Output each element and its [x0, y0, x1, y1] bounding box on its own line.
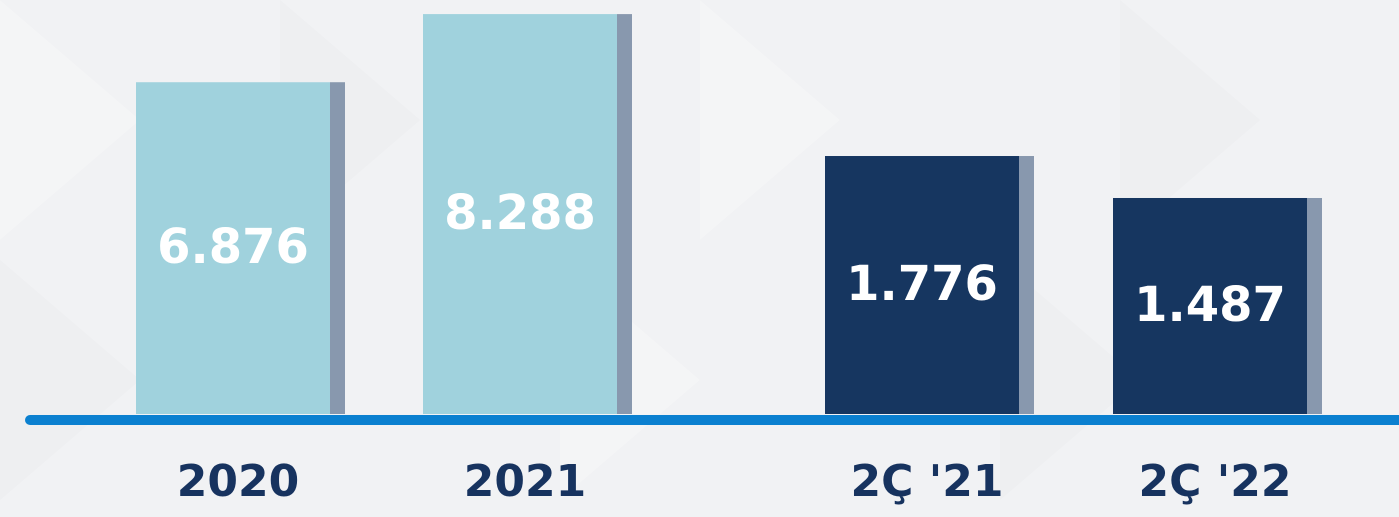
- x-tick-label: 2Ç '21: [851, 456, 1004, 507]
- value-label: 1.487: [1134, 277, 1286, 333]
- x-tick-label: 2Ç '22: [1139, 456, 1292, 507]
- x-tick-label: 2021: [464, 456, 586, 507]
- value-label: 6.876: [157, 219, 309, 275]
- bar: [1113, 197, 1307, 414]
- value-label: 8.288: [444, 185, 596, 241]
- value-label: 1.776: [846, 256, 998, 312]
- bar: [136, 82, 330, 414]
- x-tick-label: 2020: [177, 456, 299, 507]
- bar: [423, 14, 617, 415]
- bar: [825, 156, 1019, 414]
- bar-shadow: [1019, 156, 1034, 414]
- bar-shadow: [330, 82, 345, 414]
- bar-shadow: [617, 14, 632, 415]
- bars: 6.876 2020 8.288 2021 1.776 2Ç '21 1.487 2Ç '22: [136, 14, 1322, 507]
- bar-shadow: [1307, 197, 1322, 414]
